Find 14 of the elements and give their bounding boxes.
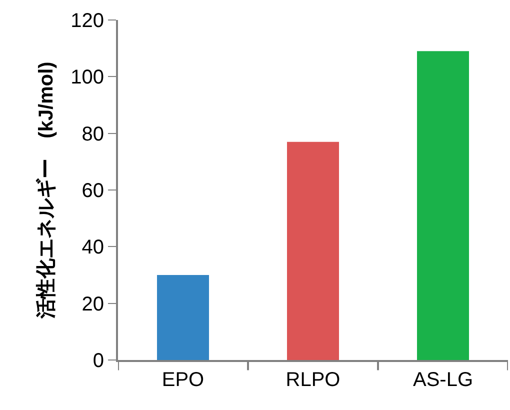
y-tick-label: 20 — [82, 293, 104, 316]
y-tick-label: 60 — [82, 180, 104, 202]
y-tick-label: 0 — [92, 350, 104, 372]
x-tick-label: AS-LG — [412, 369, 474, 391]
y-tick-label: 120 — [70, 10, 104, 32]
y-tick-label: 40 — [82, 236, 104, 259]
x-tick-label: RLPO — [286, 369, 340, 391]
bar — [287, 142, 339, 360]
x-tick-label: EPO — [162, 369, 204, 391]
bar — [417, 51, 469, 360]
y-tick-label: 80 — [82, 123, 104, 146]
bar — [157, 275, 209, 360]
y-tick-label: 100 — [70, 66, 104, 89]
y-axis-title: 活性化エネルギー (kJ/mol) — [36, 62, 58, 320]
